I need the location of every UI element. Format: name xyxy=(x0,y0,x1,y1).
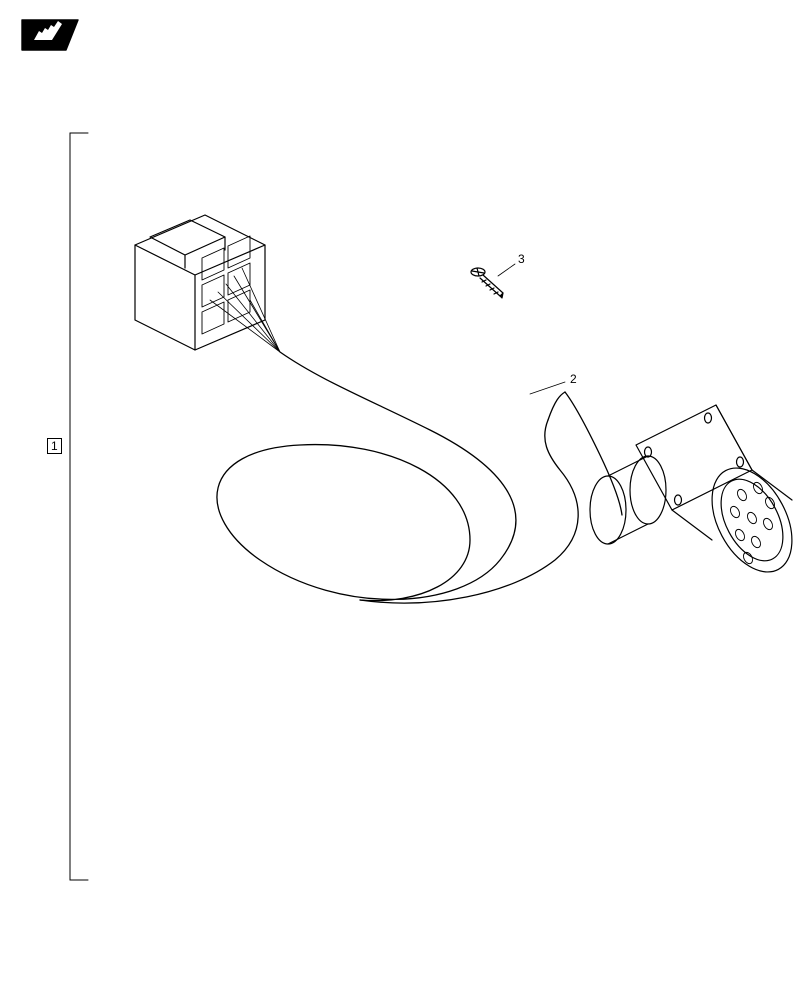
rect-connector-icon xyxy=(135,215,280,352)
page: 1 2 3 xyxy=(0,0,812,1000)
leader-screw xyxy=(498,264,515,276)
cable-icon xyxy=(217,352,622,603)
callout-assembly: 1 xyxy=(47,438,62,454)
callout-cable: 2 xyxy=(570,372,577,386)
round-connector-icon xyxy=(590,405,808,585)
drawing-svg xyxy=(0,0,812,1000)
leader-cable xyxy=(530,382,565,394)
callout-screw: 3 xyxy=(518,252,525,266)
assembly-bracket xyxy=(70,133,88,880)
screw-icon xyxy=(471,268,503,298)
header-icon xyxy=(22,20,78,50)
